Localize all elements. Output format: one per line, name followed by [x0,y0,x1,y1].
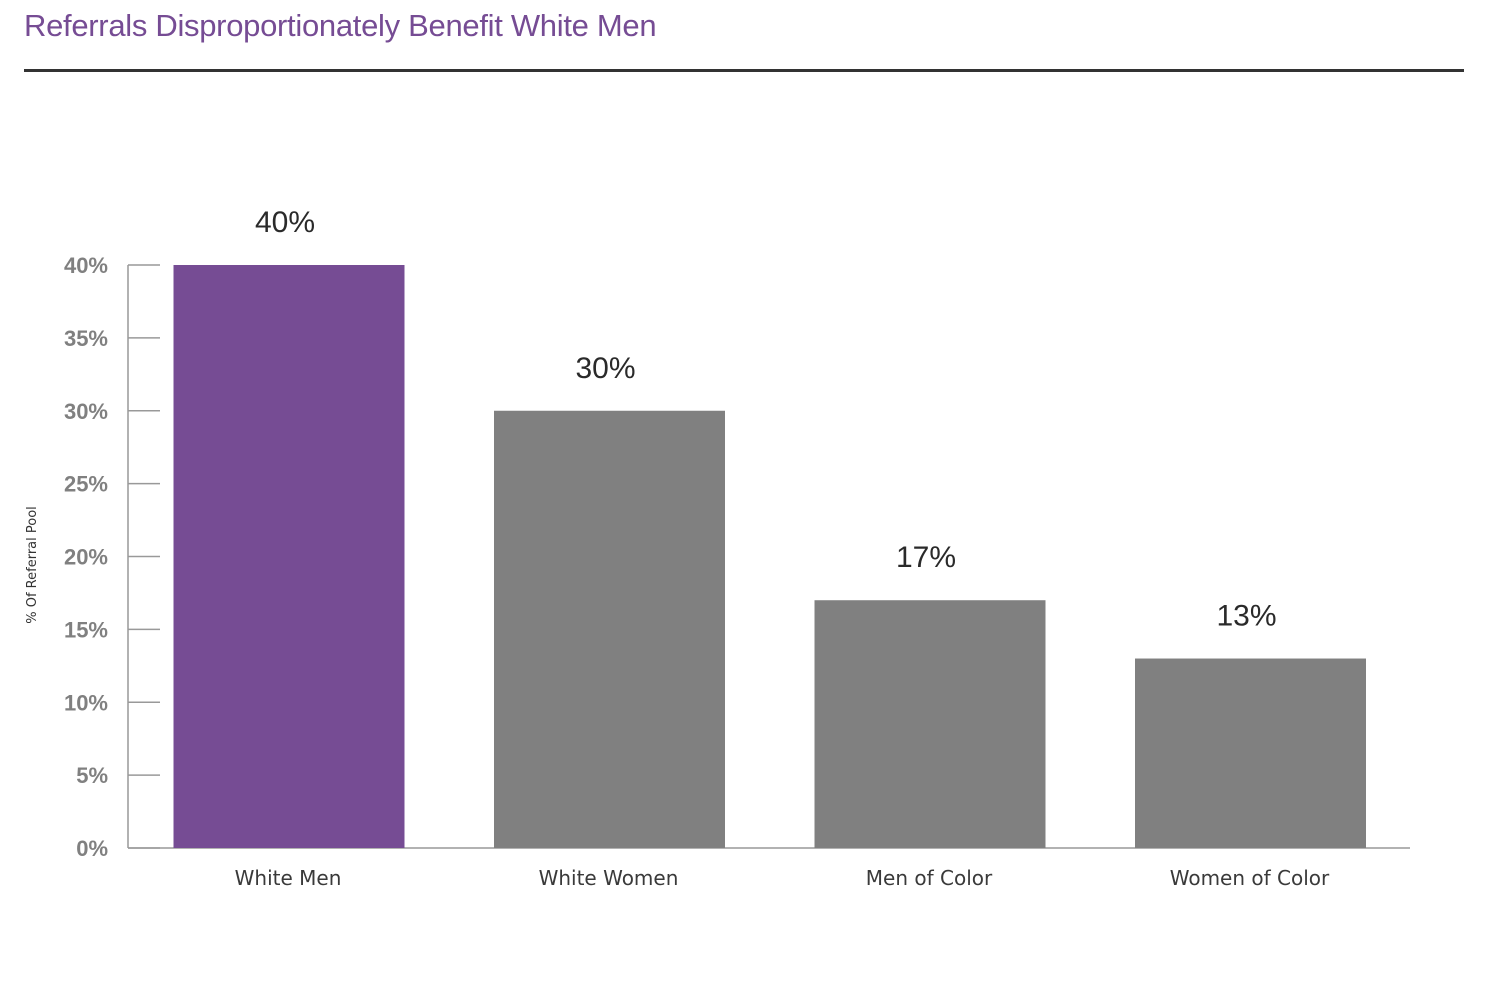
y-tick-label: 15% [64,617,108,642]
y-tick-label: 25% [64,472,108,497]
bar-men-of-color [814,600,1046,848]
page-title: Referrals Disproportionately Benefit Whi… [24,8,657,43]
y-axis-title: % Of Referral Pool [25,506,40,624]
data-label: 17% [896,541,956,574]
labels: 40% 30% 17% 13% [255,206,1277,633]
title-divider [24,69,1464,72]
y-tick-label: 30% [64,399,108,424]
bar-women-of-color [1135,658,1366,848]
y-tick-label: 10% [64,690,108,715]
x-tick-label: White Women [539,866,679,890]
y-axis: 0% 5% 10% 15% 20% 25% 30% 35% 40% [64,253,160,861]
data-label: 40% [255,206,315,239]
x-axis: White Men White Women Men of Color Women of… [128,847,1410,890]
bars [173,265,1366,848]
bar-white-women [494,410,725,848]
x-tick-label: Women of Color [1170,866,1330,890]
y-tick-label: 40% [64,253,108,278]
y-tick-label: 0% [76,836,108,861]
y-tick-label: 35% [64,326,108,351]
y-tick-label: 20% [64,545,108,570]
bar-white-men [173,265,405,848]
data-label: 13% [1216,600,1276,633]
x-tick-label: Men of Color [866,866,993,890]
data-label: 30% [575,352,635,385]
x-tick-label: White Men [235,866,342,890]
y-tick-label: 5% [76,763,108,788]
